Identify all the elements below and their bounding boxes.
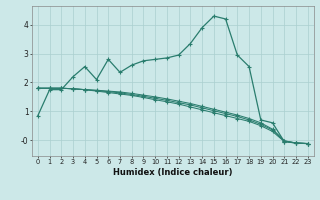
X-axis label: Humidex (Indice chaleur): Humidex (Indice chaleur) xyxy=(113,168,233,177)
